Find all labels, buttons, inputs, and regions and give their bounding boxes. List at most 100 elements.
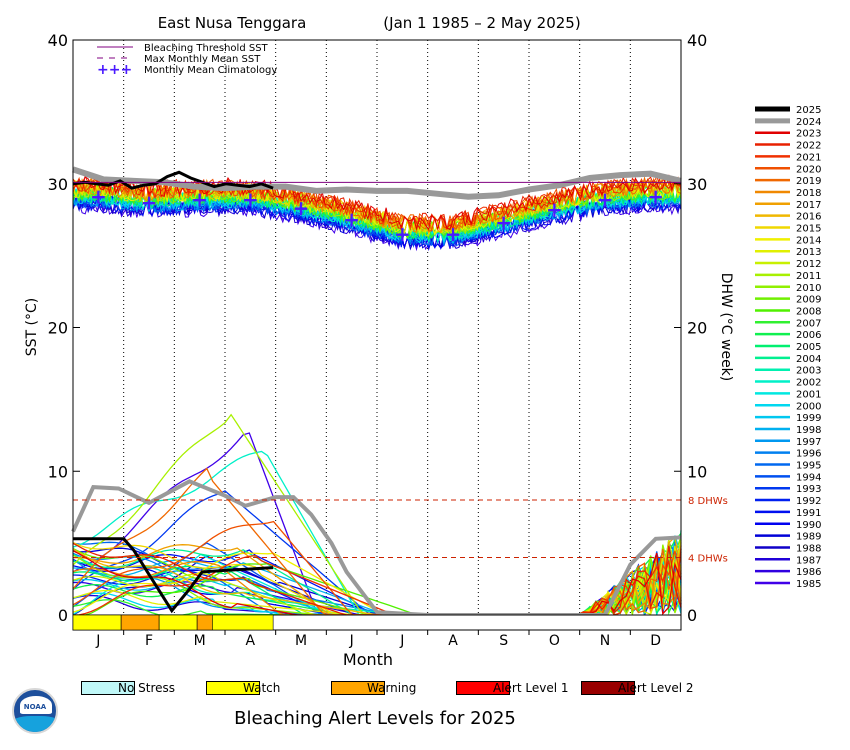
plot-background — [73, 40, 681, 615]
alert-segment-watch — [72, 614, 122, 631]
key-swatch-watch — [206, 681, 260, 695]
y2-tick-label: 30 — [687, 175, 707, 194]
legend-label: Max Monthly Mean SST — [144, 54, 261, 65]
year-label: 2020 — [796, 164, 821, 175]
year-label: 2009 — [796, 295, 821, 306]
year-label: 2018 — [796, 188, 821, 199]
year-label: 1989 — [796, 532, 821, 543]
year-legend: 2025202420232022202120202019201820172016… — [755, 105, 821, 590]
year-label: 2000 — [796, 401, 821, 412]
climatology-markers: + + + + + + + + + + + + — [90, 185, 664, 246]
key-swatch-alert-2 — [581, 681, 635, 695]
y-tick-label: 30 — [48, 175, 68, 194]
reference-lines: 8 DHWs 4 DHWs — [73, 181, 728, 565]
y2-axis-label: DHW (°C week) — [718, 273, 734, 382]
key-label-alert-1: Alert Level 1 — [493, 681, 569, 695]
wave-icon — [14, 716, 56, 732]
month-label: J — [95, 633, 100, 649]
year-label: 2025 — [796, 105, 821, 116]
key-label-no-stress: No Stress — [118, 681, 176, 695]
logo-text: NOAA — [23, 703, 47, 711]
month-label: N — [600, 633, 610, 649]
year-label: 1995 — [796, 461, 821, 472]
year-label: 1988 — [796, 543, 821, 554]
y-tick-label: 0 — [58, 606, 68, 625]
month-label: J — [399, 633, 404, 649]
year-label: 2010 — [796, 283, 821, 294]
alert-segment-watch — [212, 614, 274, 631]
climatology-marker: + — [495, 211, 512, 235]
year-label: 1987 — [796, 555, 821, 566]
year-label: 2024 — [796, 117, 821, 128]
year-label: 1996 — [796, 449, 821, 460]
y-axis-label: SST (°C) — [24, 298, 40, 356]
year-label: 2022 — [796, 141, 821, 152]
month-label: M — [194, 633, 206, 649]
y2-tick-label: 20 — [687, 319, 707, 338]
key-swatch-alert-1 — [456, 681, 510, 695]
legend-label: Monthly Mean Climatology — [144, 65, 277, 76]
year-label: 2016 — [796, 212, 821, 223]
year-label: 2004 — [796, 354, 821, 365]
key-label-alert-2: Alert Level 2 — [618, 681, 694, 695]
year-label: 2002 — [796, 378, 821, 389]
month-label: S — [499, 633, 508, 649]
sst-series-layer — [72, 166, 682, 252]
year-label: 1997 — [796, 437, 821, 448]
key-label-warning: Warning — [367, 681, 417, 695]
year-label: 1999 — [796, 413, 821, 424]
year-label: 1994 — [796, 472, 821, 483]
year-label: 2021 — [796, 152, 821, 163]
month-label: J — [349, 633, 354, 649]
year-label: 2011 — [796, 271, 821, 282]
key-swatch-no-stress — [81, 681, 135, 695]
climatology-marker: + — [394, 222, 411, 246]
year-label: 1992 — [796, 496, 821, 507]
month-label: D — [650, 633, 661, 649]
month-label: A — [246, 633, 256, 649]
sst-line-2025 — [72, 170, 274, 190]
climatology-marker: + — [293, 196, 310, 220]
year-label: 1998 — [796, 425, 821, 436]
alert-segment-warning — [120, 614, 160, 631]
year-label: 2006 — [796, 330, 821, 341]
year-label: 2005 — [796, 342, 821, 353]
climatology-marker: + — [90, 185, 107, 209]
dhw-ref-label: 8 DHWs — [688, 496, 728, 507]
year-label: 1986 — [796, 567, 821, 578]
year-label: 1990 — [796, 520, 821, 531]
noaa-logo: NOAA — [12, 688, 58, 734]
key-label-watch: Watch — [243, 681, 281, 695]
year-label: 2023 — [796, 129, 821, 140]
sst-line-2019 — [72, 175, 682, 232]
sst-line-2020 — [72, 176, 682, 232]
month-label: M — [295, 633, 307, 649]
climatology-marker: + — [597, 188, 614, 212]
month-label: A — [448, 633, 458, 649]
month-label: F — [145, 633, 153, 649]
sst-line-2024 — [72, 166, 682, 200]
y2-tick-label: 0 — [687, 606, 697, 625]
chart-date-range: (Jan 1 1985 – 2 May 2025) — [383, 14, 580, 32]
climatology-marker: + — [445, 222, 462, 246]
year-label: 2003 — [796, 366, 821, 377]
alert-segment-warning — [196, 614, 213, 631]
key-swatch-warning — [331, 681, 385, 695]
year-label: 2013 — [796, 247, 821, 258]
year-label: 2014 — [796, 235, 821, 246]
year-label: 1991 — [796, 508, 821, 519]
year-label: 2017 — [796, 200, 821, 211]
chart-title: East Nusa Tenggara — [158, 14, 307, 32]
year-label: 1985 — [796, 579, 821, 590]
y-tick-label: 10 — [48, 462, 68, 481]
y-tick-label: 40 — [48, 31, 68, 50]
y2-tick-label: 40 — [687, 31, 707, 50]
climatology-marker: + — [191, 188, 208, 212]
year-label: 2015 — [796, 224, 821, 235]
climatology-marker: + — [141, 190, 158, 214]
year-label: 2012 — [796, 259, 821, 270]
plot-area — [73, 40, 681, 615]
y-tick-label: 20 — [48, 319, 68, 338]
dhw-ref-label: 4 DHWs — [688, 554, 728, 565]
